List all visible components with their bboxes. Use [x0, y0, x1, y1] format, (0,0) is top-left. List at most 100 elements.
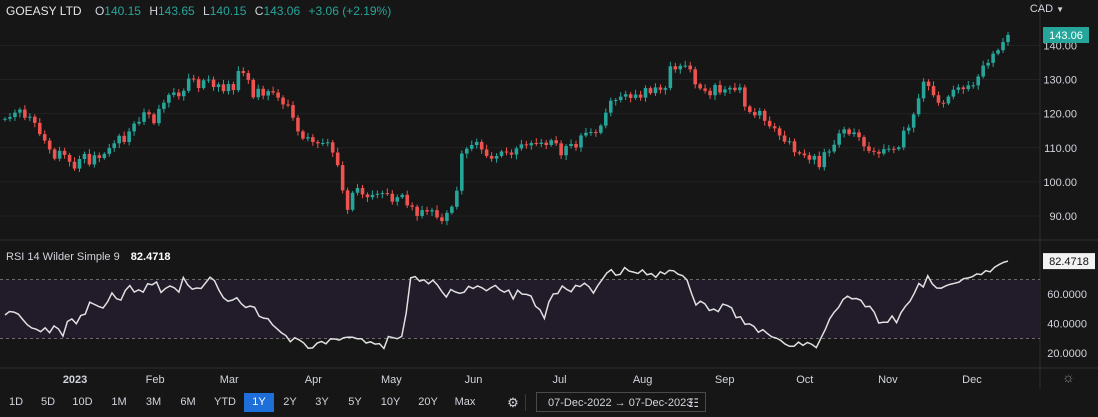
candle-body — [718, 85, 722, 93]
candle-body — [777, 128, 782, 136]
range-button-10d[interactable]: 10D — [72, 396, 93, 408]
candle-body — [941, 102, 946, 104]
candle-body — [554, 140, 558, 144]
axes: 90.00 100.00 110.00 120.00 130.00 140.00 20.00… — [63, 27, 1095, 386]
candle-body — [137, 121, 141, 124]
candle-body — [306, 137, 310, 139]
symbol-name: GOEASY LTD — [6, 4, 82, 18]
candle-body — [916, 98, 921, 115]
candle-body — [996, 50, 1000, 54]
candle-body — [678, 65, 683, 70]
candle-body — [77, 159, 82, 169]
candle-body — [281, 97, 285, 105]
candle-body — [618, 96, 623, 101]
price-tick-label: 100.00 — [1043, 177, 1077, 189]
date-arrow: → — [614, 397, 626, 409]
candle-body — [191, 78, 196, 80]
candle-body — [340, 165, 345, 191]
candle-body — [152, 114, 156, 124]
candle-body — [807, 155, 812, 160]
candle-body — [534, 142, 539, 145]
range-button-3m[interactable]: 3M — [145, 396, 162, 408]
rsi-tick-label: 20.0000 — [1047, 348, 1087, 360]
x-tick-label: Jun — [465, 374, 483, 386]
candle-body — [832, 144, 837, 152]
candle-body — [176, 92, 181, 97]
rsi-band — [0, 278, 1040, 339]
candle-body — [117, 135, 121, 144]
candle-body — [1001, 42, 1005, 51]
candle-body — [817, 155, 822, 168]
change-value: +3.06 (+2.19%) — [308, 4, 392, 18]
range-button-2y[interactable]: 2Y — [283, 396, 297, 408]
candle-body — [494, 155, 499, 159]
candle-body — [231, 83, 236, 91]
candle-body — [375, 193, 380, 195]
candle-body — [827, 151, 832, 153]
candle-body — [276, 92, 280, 98]
candle-body — [802, 153, 807, 156]
price-and-rsi-chart[interactable]: 90.00 100.00 110.00 120.00 130.00 140.00 20.00… — [0, 0, 1098, 389]
close-label: C — [254, 4, 264, 18]
candle-body — [936, 95, 941, 103]
price-tick-label: 90.00 — [1049, 211, 1077, 223]
settings-icon[interactable]: ☼ — [1062, 369, 1075, 385]
candle-body — [693, 69, 697, 85]
candle-body — [102, 153, 107, 158]
candle-body — [837, 133, 841, 145]
candle-body — [887, 148, 891, 150]
candle-body — [345, 190, 350, 210]
candle-body — [574, 144, 578, 148]
candle-body — [167, 94, 171, 103]
candle-body — [981, 65, 985, 77]
candle-body — [713, 85, 717, 96]
candle-body — [201, 80, 206, 89]
candle-body — [782, 135, 787, 142]
candle-body — [623, 94, 628, 97]
candle-body — [286, 104, 290, 106]
candle-body — [410, 205, 414, 207]
rsi-label: RSI 14 Wilder Simple 9 — [6, 251, 120, 263]
candle-body — [549, 140, 553, 146]
range-button-5y[interactable]: 5Y — [348, 396, 362, 408]
range-button-max[interactable]: Max — [454, 396, 476, 408]
candle-body — [206, 79, 211, 81]
range-button-10y[interactable]: 10Y — [380, 396, 401, 408]
range-button-1m[interactable]: 1M — [111, 396, 127, 408]
candle-body — [266, 91, 270, 96]
candle-body — [733, 87, 737, 91]
candle-body — [186, 78, 191, 91]
rsi-tick-label: 40.0000 — [1047, 319, 1087, 331]
range-button-5d[interactable]: 5D — [40, 396, 56, 408]
candle-body — [370, 194, 375, 198]
open-label: O — [94, 4, 105, 18]
rsi-polyline — [4, 260, 1009, 350]
candle-body — [221, 84, 226, 92]
candle-body — [67, 154, 72, 162]
rsi-tick-label: 60.0000 — [1047, 289, 1087, 301]
gear-icon[interactable]: ⚙ — [507, 395, 519, 410]
close-value: 143.06 — [263, 4, 301, 18]
candle-body — [852, 132, 856, 135]
candle-body — [460, 153, 464, 191]
candle-body — [162, 102, 166, 109]
range-button-6m[interactable]: 6M — [180, 396, 196, 408]
candle-body — [857, 132, 861, 138]
range-button-1d[interactable]: 1D — [8, 396, 24, 408]
range-button-3y[interactable]: 3Y — [315, 396, 329, 408]
candle-body — [569, 144, 573, 147]
high-label: H — [149, 4, 158, 18]
last-price-marker — [1043, 27, 1089, 44]
date-range-picker[interactable]: 07-Dec-2022 → 07-Dec-2023 ☷ — [536, 392, 706, 412]
rsi-value: 82.4718 — [130, 251, 171, 263]
range-button-20y[interactable]: 20Y — [418, 396, 438, 408]
candle-body — [544, 142, 549, 146]
currency-dropdown[interactable]: CAD ▼ — [1030, 3, 1064, 15]
range-button-ytd[interactable]: YTD — [214, 396, 236, 408]
date-from: 07-Dec-2022 — [548, 397, 612, 409]
candle-body — [728, 87, 732, 90]
candle-body — [539, 142, 544, 145]
range-button-1y[interactable]: 1Y — [244, 393, 274, 412]
candle-body — [579, 135, 583, 148]
candle-body — [633, 94, 638, 98]
